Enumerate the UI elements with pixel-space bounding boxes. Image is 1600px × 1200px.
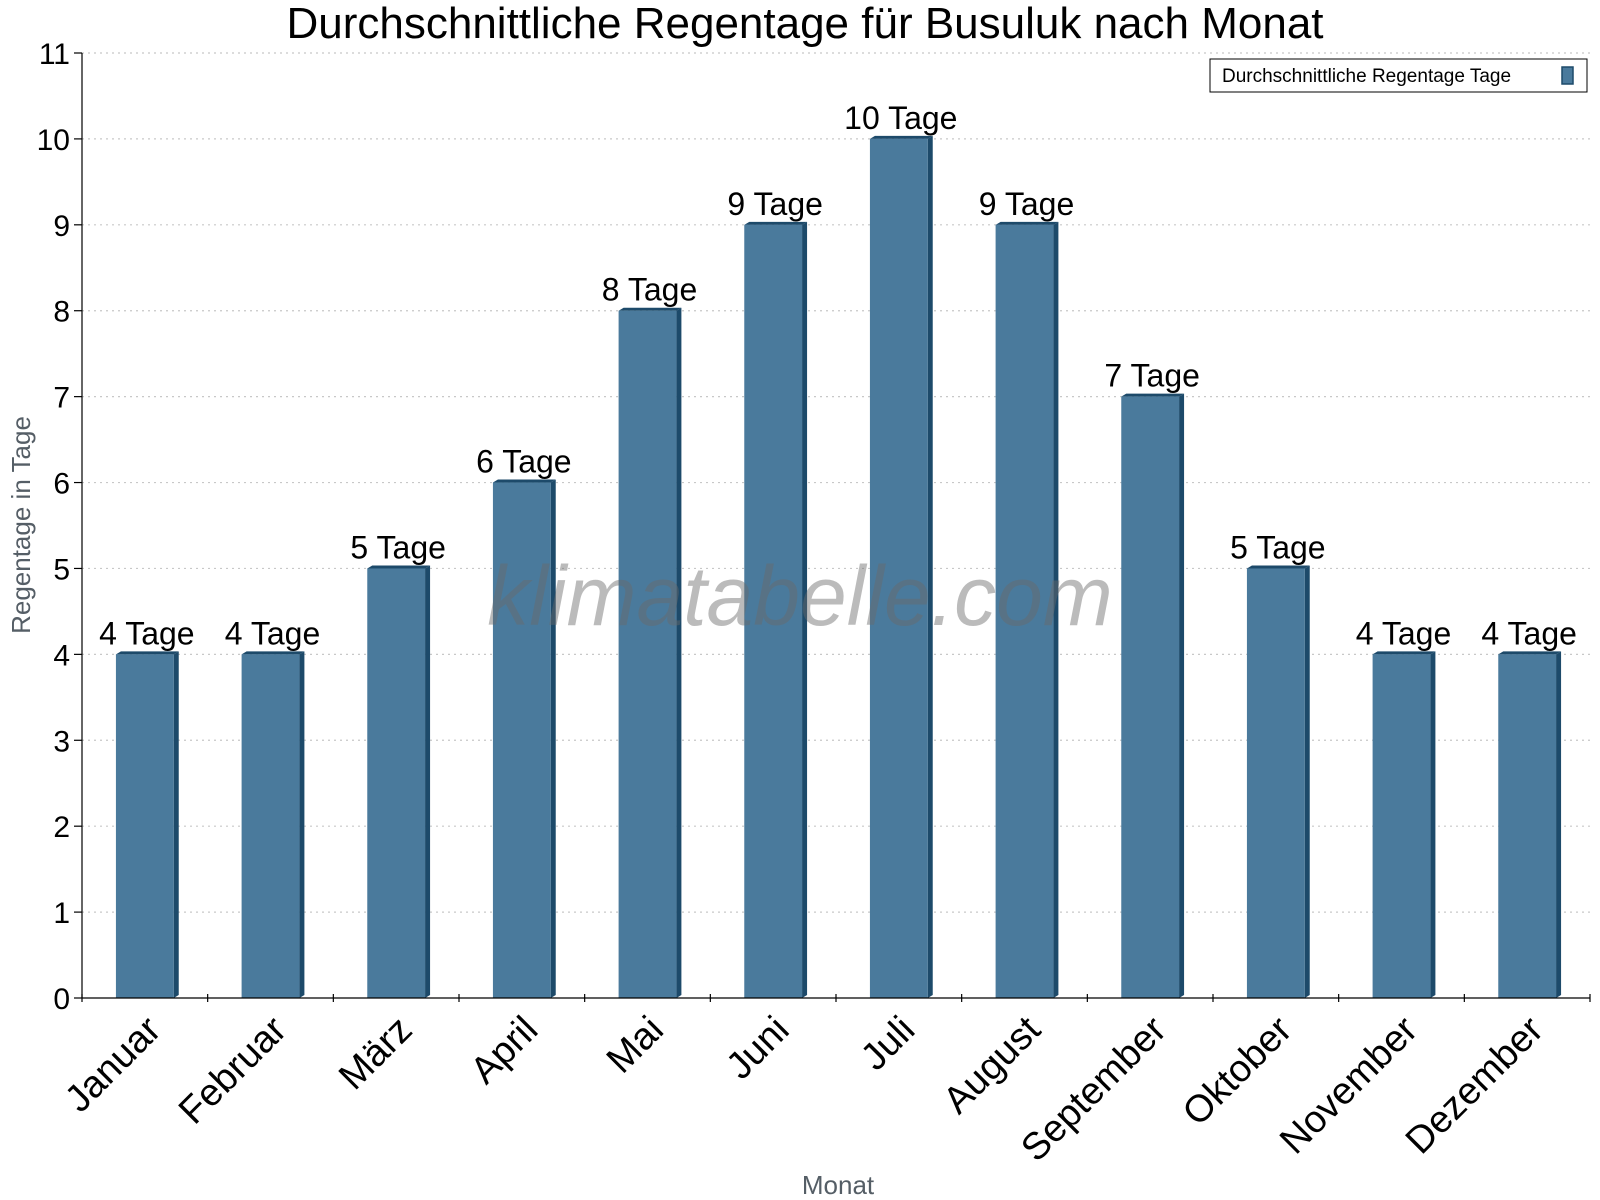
bar-mai: [618, 307, 682, 998]
y-tick-labels: 0 1 2 3 4 5 6 7 8 9 10 11: [37, 38, 70, 1016]
bar-märz: [367, 565, 431, 998]
data-label: 8 Tage: [602, 272, 698, 308]
x-axis-title: Monat: [802, 1170, 875, 1200]
bar-front: [995, 224, 1054, 998]
x-tick-label: November: [1272, 1008, 1426, 1162]
bar-februar: [241, 651, 305, 998]
x-tick-label: Juni: [719, 1009, 798, 1088]
y-tick-label: 0: [53, 983, 70, 1016]
bar-juni: [744, 221, 808, 998]
y-tick-label: 4: [53, 639, 70, 672]
bar-side: [1053, 221, 1059, 998]
bar-front: [1121, 396, 1180, 998]
y-tick-label: 2: [53, 811, 70, 844]
bar-top: [1498, 651, 1562, 655]
bar-top: [1372, 651, 1436, 655]
bar-top: [618, 307, 682, 311]
bar-september: [1121, 393, 1185, 998]
bar-front: [618, 310, 677, 998]
data-label: 10 Tage: [844, 100, 957, 136]
axes: [74, 52, 1591, 1002]
bar-side: [927, 135, 933, 999]
y-tick-label: 11: [39, 38, 70, 71]
x-tick-label: Mai: [599, 1009, 672, 1082]
x-tick-label: Dezember: [1398, 1008, 1552, 1162]
x-tick-label: Februar: [171, 1008, 295, 1132]
x-tick-label: Juli: [853, 1009, 923, 1079]
data-label: 6 Tage: [476, 444, 572, 480]
chart-title: Durchschnittliche Regentage für Busuluk …: [286, 0, 1323, 48]
x-tick-label: April: [463, 1009, 546, 1092]
data-label: 4 Tage: [1481, 615, 1577, 651]
bar-front: [744, 224, 803, 998]
legend-label: Durchschnittliche Regentage Tage: [1222, 66, 1511, 87]
bar-dezember: [1498, 651, 1562, 998]
x-tick-labels: Januar Februar März April Mai Juni Juli AugustS…: [57, 1008, 1551, 1169]
y-tick-label: 1: [53, 897, 70, 930]
watermark: klimatabelle.com: [487, 549, 1113, 643]
y-tick-label: 8: [53, 296, 70, 329]
legend-swatch: [1561, 66, 1574, 85]
bar-side: [1556, 651, 1562, 998]
data-label: 9 Tage: [979, 186, 1075, 222]
data-label: 9 Tage: [727, 186, 823, 222]
bar-juli: [869, 135, 933, 999]
gridlines: [82, 52, 1590, 913]
bar-top: [744, 221, 808, 225]
bar-top: [367, 565, 431, 569]
bar-side: [299, 651, 305, 998]
bar-side: [1304, 565, 1310, 998]
bar-top: [1121, 393, 1185, 397]
bar-august: [995, 221, 1059, 998]
bar-top: [1246, 565, 1310, 569]
bar-april: [492, 479, 556, 999]
x-tick-label: Oktober: [1175, 1008, 1301, 1134]
data-labels: 4 Tage 4 Tage 5 Tage 6 Tage 8 Tage 9 Tage 10 T…: [99, 100, 1577, 651]
bar-side: [676, 307, 682, 998]
bar-side: [1430, 651, 1436, 998]
bar-top: [869, 135, 933, 139]
bar-front: [367, 568, 426, 998]
x-tick-label: August: [936, 1008, 1050, 1122]
data-label: 4 Tage: [225, 615, 321, 651]
bar-top: [241, 651, 305, 655]
data-label: 5 Tage: [1230, 529, 1326, 565]
data-label: 4 Tage: [99, 615, 195, 651]
bar-front: [1498, 654, 1557, 998]
bar-top: [115, 651, 179, 655]
bar-side: [1179, 393, 1185, 998]
x-tick-label: März: [331, 1009, 420, 1098]
bar-oktober: [1246, 565, 1310, 998]
bars: [115, 135, 1562, 999]
bar-side: [802, 221, 808, 998]
bar-top: [995, 221, 1059, 225]
bar-januar: [115, 651, 179, 998]
y-tick-label: 3: [53, 725, 70, 758]
data-label: 4 Tage: [1356, 615, 1452, 651]
data-label: 5 Tage: [350, 529, 446, 565]
bar-front: [1246, 568, 1305, 998]
bar-front: [241, 654, 300, 998]
data-label: 7 Tage: [1104, 358, 1200, 394]
bar-side: [173, 651, 179, 998]
bar-front: [492, 482, 551, 999]
y-axis-title: Regentage in Tage: [6, 416, 36, 634]
bar-front: [115, 654, 174, 998]
y-tick-label: 10: [37, 124, 70, 157]
y-tick-label: 6: [53, 468, 70, 501]
x-tick-label: Januar: [57, 1008, 169, 1120]
bar-november: [1372, 651, 1436, 998]
y-tick-label: 7: [53, 382, 70, 415]
legend-box: [1209, 58, 1588, 93]
bar-side: [550, 479, 556, 999]
bar-front: [869, 138, 928, 999]
bar-front: [1372, 654, 1431, 998]
y-tick-label: 9: [53, 210, 70, 243]
legend: Durchschnittliche Regentage Tage: [1209, 58, 1588, 93]
y-tick-label: 5: [53, 553, 70, 586]
bar-side: [425, 565, 431, 998]
bar-top: [492, 479, 556, 483]
